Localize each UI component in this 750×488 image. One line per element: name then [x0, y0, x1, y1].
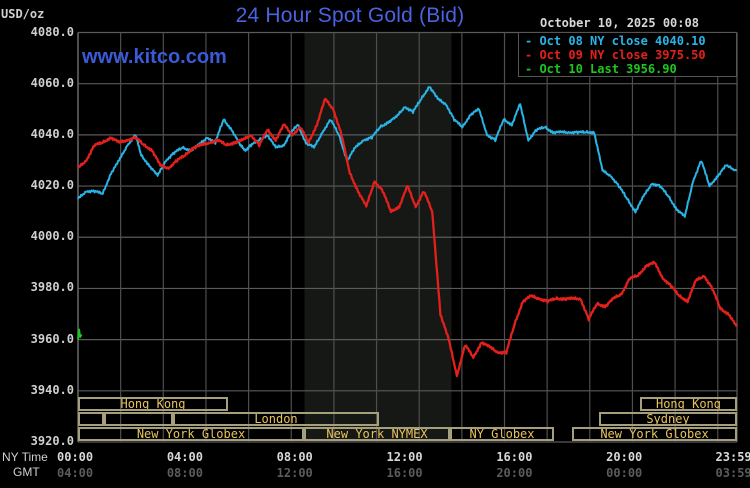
y-tick-label: 3980.0 — [30, 280, 74, 295]
session-band-ny-globex: NY Globex — [450, 427, 554, 441]
x-tick-ny-label: 08:00 — [276, 450, 313, 464]
legend-dash-icon: - — [525, 34, 540, 48]
y-tick-label: 3920.0 — [30, 434, 74, 448]
chart-title: 24 Hour Spot Gold (Bid) — [235, 4, 465, 27]
y-tick-label: 4060.0 — [30, 75, 74, 90]
x-tick-gmt-label: 03:59 — [715, 466, 750, 480]
series-oct09-line — [76, 97, 738, 378]
session-band-london: London — [173, 412, 379, 426]
y-axis-unit-label: USD/oz — [1, 7, 45, 21]
x-tick-ny-label: 00:00 — [57, 450, 94, 464]
legend-item-oct10: - Oct 10 Last 3956.90 — [525, 62, 677, 76]
x-tick-ny-label: 23:59 — [715, 450, 750, 464]
y-tick-label: 3960.0 — [30, 331, 74, 346]
session-band-sydney: Sydney — [599, 412, 737, 426]
session-band-hong-kong: Hong Kong — [640, 397, 737, 411]
x-tick-gmt-label: 16:00 — [386, 466, 423, 480]
x-tick-ny-label: 16:00 — [496, 450, 533, 464]
y-tick-label: 4040.0 — [30, 126, 74, 141]
session-band-new-york-nymex: New York NYMEX — [304, 427, 450, 441]
session-band-blank — [78, 412, 104, 426]
series-oct08-line — [77, 86, 738, 218]
x-tick-gmt-label: 20:00 — [496, 466, 533, 480]
session-band-new-york-globex: New York Globex — [572, 427, 737, 441]
y-tick-label: 4000.0 — [30, 229, 74, 244]
kitco-watermark-link[interactable]: www.kitco.com — [82, 46, 227, 68]
x-axis-ny-time-label: NY Time — [2, 450, 48, 464]
legend-dash-icon: - — [525, 48, 540, 62]
legend-item-oct08: - Oct 08 NY close 4040.10 — [525, 34, 706, 48]
x-tick-gmt-label: 00:00 — [606, 466, 643, 480]
x-axis-gmt-label: GMT — [13, 465, 40, 479]
y-tick-label: 3940.0 — [30, 382, 74, 397]
x-tick-ny-label: 20:00 — [606, 450, 643, 464]
legend: - Oct 08 NY close 4040.10 - Oct 09 NY cl… — [518, 32, 737, 77]
legend-item-oct09: - Oct 09 NY close 3975.50 — [525, 48, 706, 62]
session-band-blank — [104, 412, 173, 426]
y-tick-label: 4080.0 — [30, 24, 74, 39]
x-tick-ny-label: 04:00 — [166, 450, 203, 464]
x-tick-gmt-label: 04:00 — [57, 466, 94, 480]
session-band-hong-kong: Hong Kong — [78, 397, 228, 411]
session-band-new-york-globex: New York Globex — [78, 427, 304, 441]
y-tick-label: 4020.0 — [30, 178, 74, 193]
legend-dash-icon: - — [525, 62, 540, 76]
series-oct10-line — [77, 328, 83, 340]
x-tick-gmt-label: 12:00 — [276, 466, 313, 480]
datestamp: October 10, 2025 00:08 — [540, 16, 699, 30]
x-tick-ny-label: 12:00 — [386, 450, 423, 464]
x-tick-gmt-label: 08:00 — [166, 466, 203, 480]
